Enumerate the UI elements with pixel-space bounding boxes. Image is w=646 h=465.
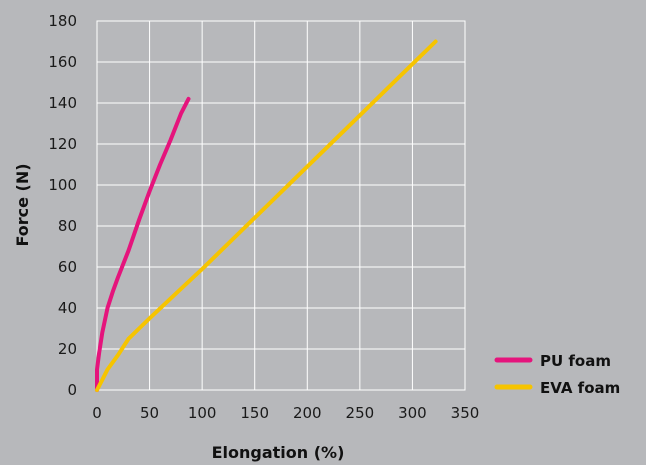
x-tick-label: 350 [451, 404, 480, 422]
y-tick-label: 140 [48, 94, 77, 112]
x-tick-label: 300 [398, 404, 427, 422]
y-tick-label: 180 [48, 12, 77, 30]
series-line-pu-foam [95, 96, 191, 392]
legend-label-pu-foam: PU foam [540, 352, 611, 370]
x-axis-ticks: 0 50 100 150 200 250 300 350 [92, 404, 479, 422]
y-tick-label: 80 [58, 217, 77, 235]
x-tick-label: 200 [293, 404, 322, 422]
y-tick-label: 100 [48, 176, 77, 194]
y-tick-label: 160 [48, 53, 77, 71]
series-lines [95, 39, 438, 392]
y-tick-label: 60 [58, 258, 77, 276]
y-tick-label: 0 [67, 381, 77, 399]
y-tick-label: 120 [48, 135, 77, 153]
y-tick-label: 40 [58, 299, 77, 317]
legend: PU foam EVA foam [494, 352, 620, 397]
series-line-eva-foam [95, 39, 438, 392]
y-axis-title: Force (N) [13, 163, 32, 246]
plot-frame [96, 20, 466, 391]
x-axis-title: Elongation (%) [212, 443, 345, 462]
x-tick-label: 50 [140, 404, 159, 422]
x-tick-label: 100 [188, 404, 217, 422]
x-tick-label: 250 [346, 404, 375, 422]
y-tick-label: 20 [58, 340, 77, 358]
x-tick-label: 150 [240, 404, 269, 422]
x-tick-label: 0 [92, 404, 102, 422]
grid [96, 20, 466, 391]
legend-label-eva-foam: EVA foam [540, 379, 620, 397]
y-axis-ticks: 0 20 40 60 80 100 120 140 160 180 [48, 12, 77, 399]
